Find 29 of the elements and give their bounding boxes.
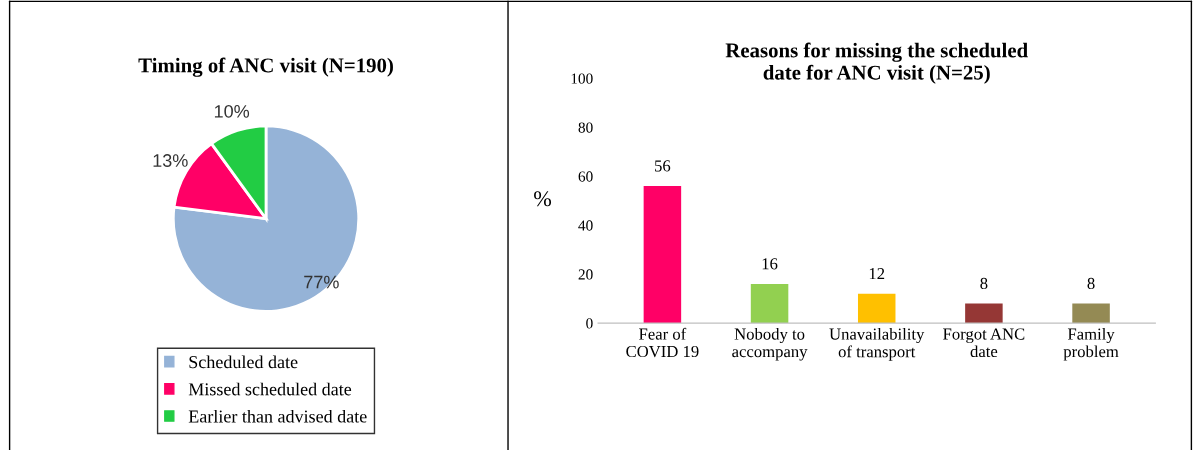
- data-label: 12: [869, 268, 885, 280]
- y-tick-label: 40: [578, 220, 593, 231]
- chart-title: Reasons for missing the scheduled date for ANC visit (N=25): [725, 42, 1028, 84]
- y-tick-label: 80: [578, 122, 593, 133]
- bar: [857, 293, 896, 324]
- bar: [1072, 303, 1110, 324]
- y-tick-label: 20: [578, 269, 593, 280]
- x-tick-label: Fear of COVID 19: [626, 327, 699, 358]
- data-label: 56: [655, 160, 671, 172]
- x-tick-label: Family problem: [1063, 327, 1119, 361]
- legend-label: Missed scheduled date: [188, 382, 352, 396]
- x-tick-label: Forgot ANC date: [943, 328, 1025, 358]
- chart-title: Timing of ANC visit (N=190): [138, 57, 393, 77]
- bar: [965, 303, 1003, 324]
- bar: [643, 186, 682, 324]
- data-label: 8: [1087, 277, 1095, 290]
- y-tick-label: 100: [571, 73, 593, 84]
- data-label: 8: [980, 277, 988, 290]
- legend-label: Earlier than advised date: [188, 409, 367, 423]
- y-tick-label: 0: [586, 318, 593, 329]
- y-axis-title: %: [534, 191, 552, 207]
- y-tick-label: 60: [578, 171, 593, 182]
- data-label: 10%: [214, 104, 250, 118]
- data-label: 13%: [153, 154, 188, 167]
- data-label: 16: [762, 258, 778, 270]
- x-tick-label: Nobody to accompany: [732, 327, 808, 361]
- bar: [750, 283, 789, 324]
- legend-label: Scheduled date: [189, 355, 298, 369]
- x-tick-label: Unavailability of transport: [829, 327, 925, 361]
